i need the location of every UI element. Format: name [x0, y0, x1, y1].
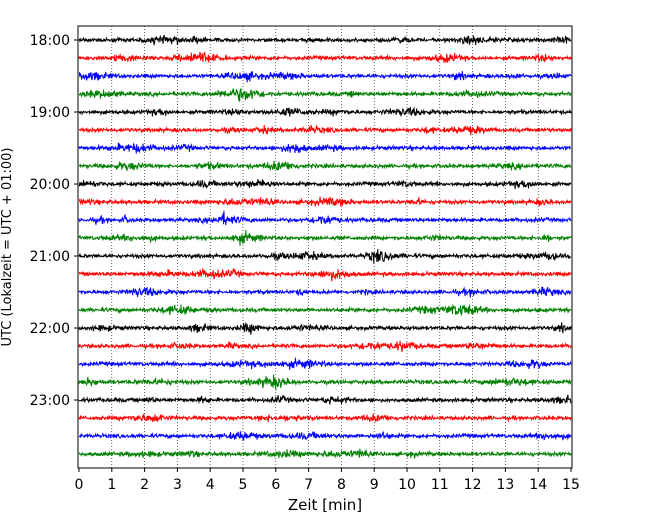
trace-1915	[78, 124, 572, 136]
trace-layer	[78, 34, 572, 459]
x-tick-label: 13	[496, 477, 514, 493]
trace-2215	[78, 340, 572, 353]
x-tick-label: 3	[173, 477, 182, 493]
trace-2315	[78, 413, 572, 423]
trace-2045	[78, 229, 572, 246]
trace-2230	[78, 357, 572, 370]
plot-area	[77, 25, 573, 469]
x-tick-label: 0	[75, 477, 84, 493]
x-tick-label: 12	[464, 477, 482, 493]
trace-2200	[78, 322, 572, 335]
trace-2015	[78, 196, 572, 208]
trace-1930	[78, 142, 572, 154]
trace-2345	[78, 448, 572, 459]
y-tick-label: 19:00	[30, 105, 70, 121]
trace-1830	[78, 70, 572, 83]
trace-1945	[78, 160, 572, 171]
trace-1900	[78, 106, 572, 117]
trace-1815	[78, 51, 572, 64]
trace-2330	[78, 430, 572, 441]
y-axis-label: UTC (Lokalzeit = UTC + 01:00)	[0, 148, 15, 347]
x-tick-label: 4	[206, 477, 215, 493]
x-tick-label: 9	[370, 477, 379, 493]
plot-frame	[77, 25, 573, 469]
x-tick-label: 14	[529, 477, 547, 493]
x-axis-ticks: 0 1 2 3 4 5 6 7 8 9 10 11 12 13 14 15	[75, 468, 580, 493]
trace-2100	[78, 249, 572, 264]
x-tick-label: 7	[304, 477, 313, 493]
trace-2300	[78, 394, 572, 405]
x-axis-label: Zeit [min]	[288, 496, 362, 514]
trace-2145	[78, 303, 572, 317]
plot-background	[78, 26, 572, 468]
trace-1800	[78, 34, 572, 47]
x-tick-label: 6	[271, 477, 280, 493]
y-tick-label: 20:00	[30, 177, 70, 193]
x-tick-label: 15	[562, 477, 580, 493]
x-tick-label: 8	[337, 477, 346, 493]
y-tick-label: 23:00	[30, 393, 70, 409]
x-tick-label: 1	[107, 477, 116, 493]
x-tick-label: 10	[398, 477, 416, 493]
trace-2000	[78, 178, 572, 190]
y-tick-label: 18:00	[30, 33, 70, 49]
x-tick-label: 5	[239, 477, 248, 493]
x-tick-label: 2	[140, 477, 149, 493]
trace-1845	[79, 87, 572, 102]
y-tick-label: 22:00	[30, 321, 70, 337]
trace-2245	[78, 374, 572, 391]
y-tick-label: 21:00	[30, 249, 70, 265]
y-axis-ticks: 18:00 19:00 20:00 21:00 22:00 23:00	[30, 33, 78, 409]
trace-2030	[78, 210, 572, 226]
trace-2115	[78, 268, 572, 282]
x-tick-label: 11	[431, 477, 449, 493]
trace-2130	[78, 286, 572, 298]
